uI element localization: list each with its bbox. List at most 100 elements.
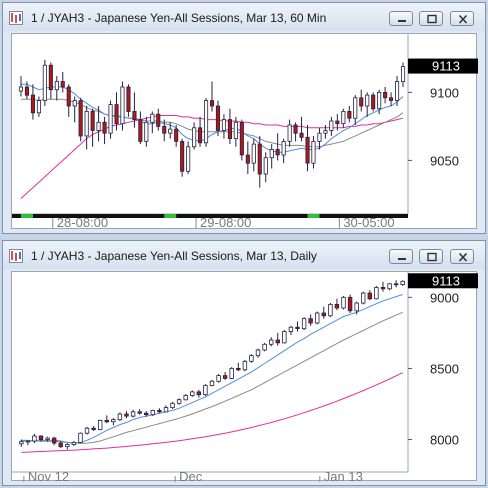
candle-down-body <box>299 132 304 138</box>
candle-down-body <box>321 312 326 317</box>
ma-mid-line <box>21 311 403 444</box>
candle <box>329 116 334 136</box>
title-bar[interactable]: 1 / JYAH3 - Japanese Yen-All Sessions, M… <box>3 3 485 31</box>
candle-down-body <box>305 136 310 164</box>
candle-down-body <box>91 427 96 430</box>
candle <box>269 144 274 169</box>
candle-up-body <box>176 399 182 404</box>
candle <box>18 76 24 97</box>
candle <box>60 72 65 93</box>
minimize-button[interactable] <box>389 249 413 264</box>
candle-up-body <box>144 121 149 142</box>
chart-window-daily[interactable]: 1 / JYAH3 - Japanese Yen-All Sessions, M… <box>2 240 486 486</box>
candle-down-body <box>157 409 162 413</box>
y-tick-label: 9050 <box>430 153 459 168</box>
candle-up-body <box>377 92 382 110</box>
candle-up-body <box>72 100 77 107</box>
candle-down-body <box>197 127 203 144</box>
candle <box>367 290 372 301</box>
price-chart-60min[interactable]: 9100 9050 9113 28-08:00 29-08:00 30-05:00 <box>11 33 478 230</box>
candle <box>293 122 298 142</box>
candle-up-body <box>36 100 41 114</box>
last-price-label: 9113 <box>432 273 460 288</box>
candle <box>78 97 83 142</box>
x-tick-label: Dec <box>179 469 203 482</box>
candle-up-body <box>314 312 320 324</box>
candle-down-body <box>257 143 262 175</box>
candle <box>236 362 241 372</box>
candle-down-body <box>66 86 71 107</box>
candle-down-body <box>114 104 119 124</box>
candle <box>78 432 83 444</box>
candle-down-body <box>359 97 364 107</box>
candle <box>222 372 228 380</box>
candle <box>196 389 201 398</box>
candle <box>108 100 113 139</box>
restore-button[interactable] <box>419 11 443 26</box>
candle-up-body <box>42 64 47 102</box>
candle-down-body <box>380 286 386 290</box>
candle-down-body <box>227 119 233 139</box>
title-bar[interactable]: 1 / JYAH3 - Japanese Yen-All Sessions, M… <box>3 241 485 269</box>
candle <box>295 321 300 332</box>
candle <box>114 92 119 131</box>
candle <box>281 138 286 164</box>
candle-down-body <box>367 292 372 300</box>
candle-down-body <box>30 94 35 114</box>
y-tick-label: 9100 <box>430 85 459 100</box>
candle-up-body <box>251 143 256 164</box>
candle <box>245 141 250 174</box>
ma-fast-line <box>21 83 404 153</box>
candle <box>170 401 175 409</box>
candle-up-body <box>183 395 188 401</box>
candle <box>341 108 346 128</box>
candle-down-body <box>275 149 280 156</box>
candle-up-body <box>32 435 37 442</box>
window-title: 1 / JYAH3 - Japanese Yen-All Sessions, M… <box>31 11 327 25</box>
candle <box>137 408 142 415</box>
candle-down-body <box>162 126 167 134</box>
candle-up-body <box>209 380 215 386</box>
candle-down-body <box>52 437 57 444</box>
restore-icon <box>427 252 437 262</box>
candle-up-body <box>98 419 103 430</box>
candle-up-body <box>78 432 83 443</box>
close-button[interactable] <box>450 249 474 264</box>
ma-slow-line <box>20 115 404 199</box>
y-tick-label: 8000 <box>430 433 459 448</box>
price-chart-daily[interactable]: 9000 8500 8000 9113 Nov 12 Dec Jan 13 <box>11 271 478 484</box>
candle-down-body <box>295 326 300 330</box>
candle-down-body <box>126 86 131 112</box>
candle-down-body <box>245 154 250 164</box>
candle <box>311 135 316 169</box>
x-tick-label: 30-05:00 <box>343 215 394 230</box>
candle-up-body <box>71 441 77 445</box>
candle-up-body <box>45 437 50 440</box>
candle <box>124 411 129 419</box>
candle-up-body <box>203 385 208 396</box>
candle-down-body <box>371 94 376 110</box>
candle <box>117 412 123 422</box>
candle <box>30 84 35 120</box>
chart-window-60min[interactable]: 1 / JYAH3 - Japanese Yen-All Sessions, M… <box>2 2 486 234</box>
candle <box>262 342 267 352</box>
candle-up-body <box>365 94 370 107</box>
candle <box>299 116 304 142</box>
restore-button[interactable] <box>419 249 443 264</box>
candle <box>360 291 366 305</box>
minimize-icon <box>398 20 406 22</box>
candle-down-body <box>347 111 352 119</box>
minimize-button[interactable] <box>389 11 413 26</box>
candle <box>321 306 326 319</box>
last-price-marker <box>408 58 478 74</box>
candle <box>347 294 353 313</box>
session-marker <box>307 214 320 218</box>
candle <box>192 122 197 150</box>
candle-down-body <box>215 105 221 131</box>
candle <box>377 89 382 115</box>
candle <box>400 62 406 87</box>
candle-down-body <box>138 119 143 142</box>
candle <box>227 108 233 145</box>
candle-up-body <box>387 283 392 290</box>
close-button[interactable] <box>450 11 474 26</box>
